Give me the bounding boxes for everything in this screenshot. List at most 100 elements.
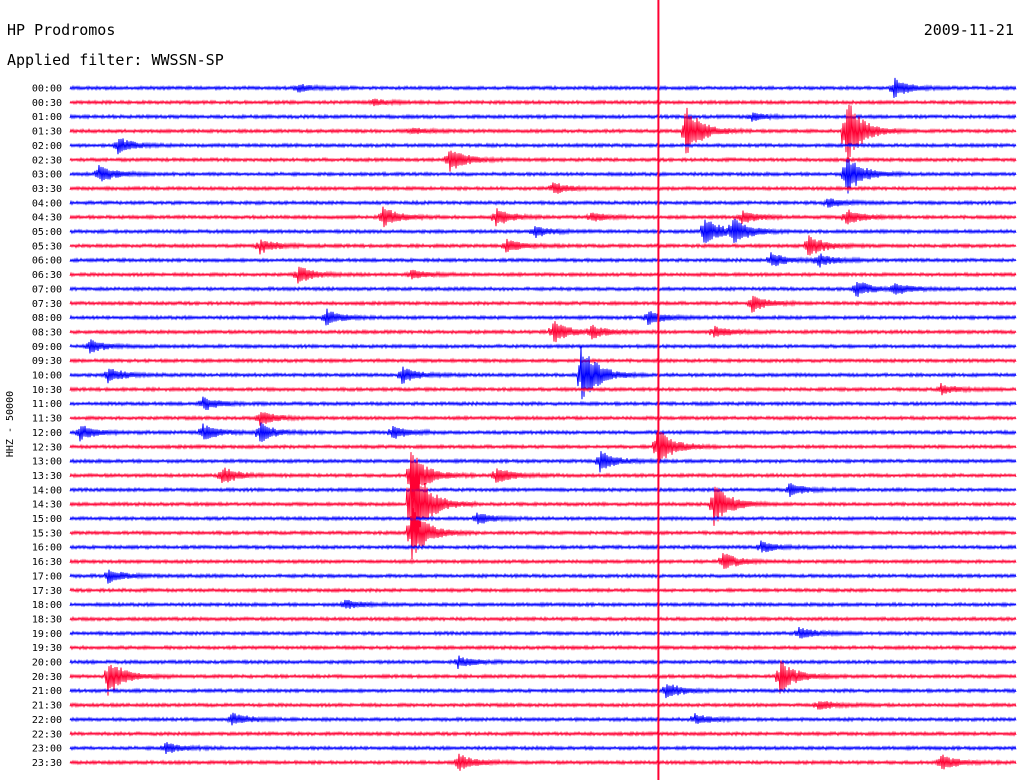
seismic-trace [69, 104, 1017, 163]
row-time-label: 20:00 [32, 658, 62, 669]
seismic-trace [69, 98, 1017, 107]
seismic-trace [69, 684, 1017, 699]
row-time-label: 22:00 [32, 715, 62, 726]
row-time-label: 18:00 [32, 600, 62, 611]
seismic-trace [69, 150, 1017, 172]
seismic-trace [69, 553, 1017, 569]
seismic-trace [69, 644, 1017, 651]
row-time-label: 02:00 [32, 141, 62, 152]
seismic-trace [69, 159, 1017, 194]
row-time-label: 06:00 [32, 256, 62, 267]
row-time-label: 12:30 [32, 442, 62, 453]
seismic-trace [69, 321, 1017, 343]
seismic-trace [69, 281, 1017, 297]
row-time-label: 21:00 [32, 686, 62, 697]
seismic-trace [69, 599, 1017, 609]
seismic-trace [69, 396, 1017, 410]
row-time-label: 15:00 [32, 514, 62, 525]
row-time-label: 11:30 [32, 414, 62, 425]
date-label: 2009-11-21 [924, 21, 1014, 39]
row-time-label: 05:30 [32, 241, 62, 252]
seismic-trace [69, 742, 1017, 755]
seismic-trace [69, 412, 1017, 426]
row-time-label: 15:30 [32, 528, 62, 539]
seismic-trace [69, 483, 1017, 498]
row-time-label: 23:30 [32, 758, 62, 769]
seismic-trace [69, 77, 1017, 98]
row-time-label: 13:30 [32, 471, 62, 482]
trace-rows: 00:00 00:30 01:00 01:30 02:00 02:30 03:00 03:30… [32, 77, 1017, 771]
seismic-trace [69, 615, 1017, 623]
seismic-trace [69, 235, 1017, 256]
seismic-trace [69, 512, 1017, 525]
seismic-trace [69, 357, 1017, 364]
row-time-label: 08:30 [32, 327, 62, 338]
seismic-trace [69, 730, 1017, 737]
row-time-label: 16:30 [32, 557, 62, 568]
row-time-label: 20:30 [32, 672, 62, 683]
seismic-trace [69, 712, 1017, 726]
row-time-label: 10:00 [32, 371, 62, 382]
seismic-trace [69, 182, 1017, 194]
seismic-trace [69, 431, 1017, 463]
seismic-trace [69, 295, 1017, 313]
row-time-label: 11:00 [32, 399, 62, 410]
seismic-trace [69, 507, 1017, 560]
seismic-trace [69, 138, 1017, 155]
row-time-label: 09:00 [32, 342, 62, 353]
seismic-trace [69, 587, 1017, 594]
row-time-label: 01:00 [32, 112, 62, 123]
y-axis-label: HHZ - 50000 [5, 391, 16, 457]
row-time-label: 00:30 [32, 98, 62, 109]
row-time-label: 18:30 [32, 614, 62, 625]
row-time-label: 16:00 [32, 543, 62, 554]
row-time-label: 03:00 [32, 170, 62, 181]
seismic-trace [69, 655, 1017, 670]
row-time-label: 10:30 [32, 385, 62, 396]
row-time-label: 17:30 [32, 586, 62, 597]
seismic-trace [69, 660, 1017, 696]
row-time-label: 03:30 [32, 184, 62, 195]
seismic-trace [69, 540, 1017, 553]
row-time-label: 05:00 [32, 227, 62, 238]
filter-label: Applied filter: WWSSN-SP [7, 51, 224, 69]
row-time-label: 12:00 [32, 428, 62, 439]
seismic-trace [69, 452, 1017, 544]
seismic-trace [69, 252, 1017, 268]
row-time-label: 00:00 [32, 84, 62, 95]
row-time-label: 14:00 [32, 485, 62, 496]
row-time-label: 23:00 [32, 744, 62, 755]
row-time-label: 19:30 [32, 643, 62, 654]
seismic-trace [69, 455, 1017, 499]
row-time-label: 02:30 [32, 155, 62, 166]
seismic-trace [69, 308, 1017, 326]
seismic-trace [69, 206, 1017, 228]
row-time-label: 17:00 [32, 571, 62, 582]
row-time-label: 07:30 [32, 299, 62, 310]
seismic-trace [69, 112, 1017, 122]
seismic-trace [69, 198, 1017, 208]
seismic-trace [69, 569, 1017, 584]
seismic-trace [69, 383, 1017, 396]
row-time-label: 04:30 [32, 213, 62, 224]
row-time-label: 22:30 [32, 729, 62, 740]
row-time-label: 06:30 [32, 270, 62, 281]
seismic-trace [69, 339, 1017, 354]
seismic-trace [69, 451, 1017, 473]
seismic-trace [69, 753, 1017, 771]
row-time-label: 13:00 [32, 457, 62, 468]
seismic-trace [69, 346, 1017, 400]
row-time-label: 04:00 [32, 198, 62, 209]
station-title: HP Prodromos [7, 21, 115, 39]
seismic-trace [69, 422, 1017, 442]
row-time-label: 21:30 [32, 701, 62, 712]
row-time-label: 08:00 [32, 313, 62, 324]
seismic-trace [69, 626, 1017, 639]
row-time-label: 07:00 [32, 284, 62, 295]
row-time-label: 09:30 [32, 356, 62, 367]
seismic-trace [69, 218, 1017, 243]
row-time-label: 14:30 [32, 500, 62, 511]
row-time-label: 19:00 [32, 629, 62, 640]
row-time-label: 01:30 [32, 127, 62, 138]
